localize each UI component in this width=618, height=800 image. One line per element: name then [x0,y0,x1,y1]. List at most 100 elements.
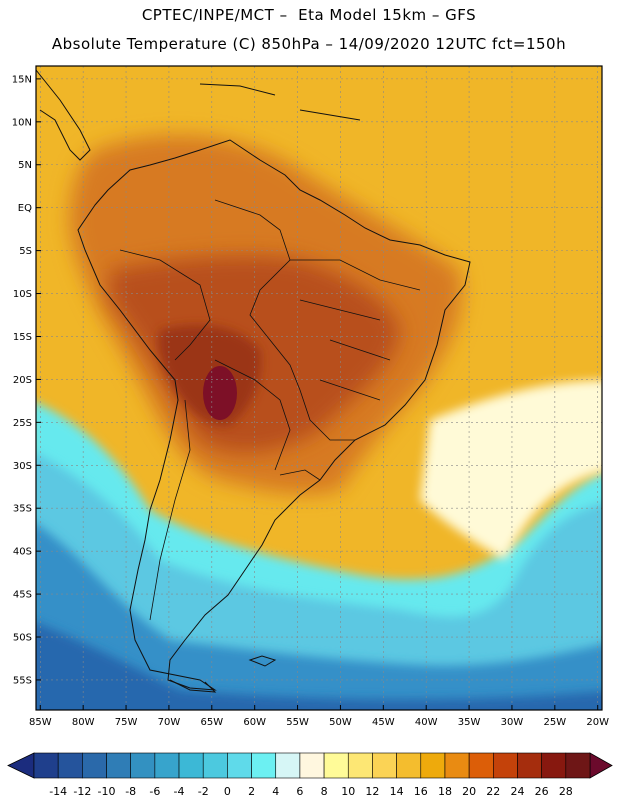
map-title-line1: CPTEC/INPE/MCT – Eta Model 15km – GFS [141,6,477,24]
lon-tick-label: 75W [115,717,138,728]
colorbar-label: 20 [462,785,476,798]
lat-tick-label: 25S [13,418,32,429]
lat-tick-label: 55S [13,675,32,686]
lat-tick-label: 10S [13,289,32,300]
lon-tick-label: 30W [501,717,524,728]
lat-tick-label: EQ [18,203,32,214]
brazil-border [214,199,355,441]
pale-band-southeast [420,380,602,560]
andes-borders [119,249,211,621]
lat-tick-label: 10N [12,117,32,128]
lon-tick-label: 70W [158,717,181,728]
lat-tick-label: 15S [13,332,32,343]
lat-tick-label: 35S [13,504,32,515]
colorbar-label: 4 [272,785,279,798]
paraguay-uruguay-borders [214,359,321,481]
colorbar-left-arrow [7,752,35,779]
colorbar-label: 14 [390,785,404,798]
falkland-islands [248,655,277,667]
latitude-axis: 15N 10N 5N EQ 5S 10S 15S 20S 25S 30S 35S 40S 45S 50S 5… [12,74,41,686]
caribbean-islands [199,83,361,121]
colorbar-right-arrow [589,752,613,779]
temperature-maximum-core [203,366,237,420]
lon-tick-label: 55W [286,717,309,728]
colorbar-swatch [178,752,204,779]
colorbar-label: -6 [149,785,160,798]
colorbar-label: -8 [125,785,136,798]
map-field [36,66,602,710]
colorbar-swatch [493,752,518,779]
colorbar-label: 6 [296,785,303,798]
lon-tick-label: 40W [415,717,438,728]
colorbar-label: 22 [486,785,500,798]
tierra-del-fuego [169,679,217,693]
colorbar-swatch [468,752,494,779]
lon-tick-label: 85W [29,717,52,728]
colorbar-swatch [130,752,156,779]
lon-tick-label: 45W [372,717,395,728]
colorbar-label: 2 [248,785,255,798]
lat-lon-grid [36,66,602,710]
map-title-line2: Absolute Temperature (C) 850hPa – 14/09/… [51,35,567,53]
lat-tick-label: 15N [12,74,32,85]
country-borders [119,199,421,621]
lat-tick-label: 45S [13,590,32,601]
colorbar-tick-labels: -14 -12 -10 -8 -6 -4 -2 0 2 4 6 8 10 12 14 16 18 20 22 24 26… [49,785,573,798]
colorbar-swatch [323,752,349,779]
map-frame [35,65,603,711]
colorbar-label: -12 [73,785,91,798]
lon-tick-label: 60W [243,717,266,728]
south-america-coastline [77,139,471,691]
colorbar-label: 28 [559,785,573,798]
lat-tick-label: 40S [13,547,32,558]
lat-tick-label: 50S [13,633,32,644]
colorbar-swatch [57,752,83,779]
colorbar-label: -10 [98,785,116,798]
colorbar-label: -4 [174,785,185,798]
colorbar-label: 10 [341,785,355,798]
central-america-coast [36,69,91,161]
colorbar-swatch [444,752,470,779]
colorbar-swatch [154,752,180,779]
lon-tick-label: 50W [329,717,352,728]
colorbar-swatch [251,752,277,779]
coastlines [36,69,471,693]
colorbar-label: -14 [49,785,67,798]
colorbar-label: 24 [510,785,524,798]
colorbar-swatch [106,752,131,779]
colorbar-swatch [541,752,567,779]
colorbar-swatch [347,752,373,779]
brazil-state-lines [290,259,421,401]
colorbar-swatch [202,752,228,779]
lon-tick-label: 20W [586,717,609,728]
lat-tick-label: 5S [19,246,32,257]
temperature-colorbar [7,752,613,779]
longitude-axis: 85W 80W 75W 70W 65W 60W 55W 50W 45W 40W 35W 30W 25W 2… [29,705,609,728]
lon-tick-label: 65W [200,717,223,728]
colorbar-swatch [227,752,252,779]
colorbar-label: 0 [224,785,231,798]
colorbar-swatch [517,752,542,779]
colorbar-label: 26 [535,785,549,798]
lon-tick-label: 25W [544,717,567,728]
colorbar-swatch [372,752,397,779]
lat-tick-label: 30S [13,461,32,472]
lat-tick-label: 20S [13,375,32,386]
colorbar-swatch [275,752,301,779]
colorbar-label: 18 [438,785,452,798]
colorbar-swatch [33,752,59,779]
colorbar-swatch [82,752,107,779]
colorbar-swatch [420,752,446,779]
lon-tick-label: 80W [72,717,95,728]
lon-tick-label: 35W [458,717,481,728]
colorbar-label: 16 [414,785,428,798]
lat-tick-label: 5N [18,160,32,171]
colorbar-swatch [396,752,422,779]
cold-region-deep [36,523,602,710]
cold-region-deepest [36,622,602,710]
colorbar-swatch [565,752,591,779]
colorbar-swatch [299,752,325,779]
colorbar-label: -2 [198,785,209,798]
colorbar-label: 12 [365,785,379,798]
